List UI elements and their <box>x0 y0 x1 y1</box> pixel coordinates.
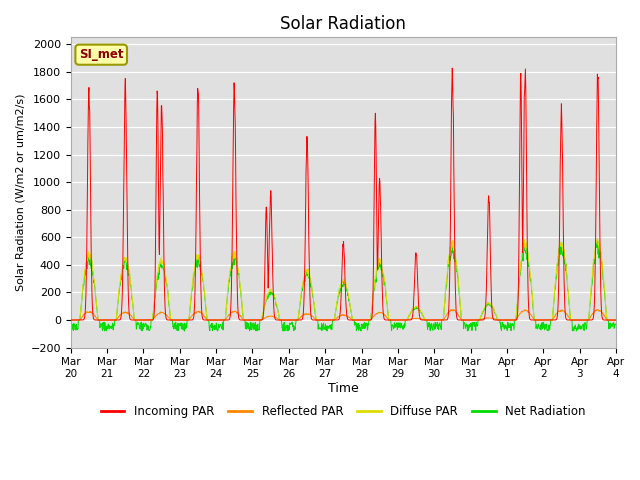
Legend: Incoming PAR, Reflected PAR, Diffuse PAR, Net Radiation: Incoming PAR, Reflected PAR, Diffuse PAR… <box>96 400 591 422</box>
Title: Solar Radiation: Solar Radiation <box>280 15 406 33</box>
Text: SI_met: SI_met <box>79 48 124 61</box>
X-axis label: Time: Time <box>328 382 359 395</box>
Y-axis label: Solar Radiation (W/m2 or um/m2/s): Solar Radiation (W/m2 or um/m2/s) <box>15 94 25 291</box>
